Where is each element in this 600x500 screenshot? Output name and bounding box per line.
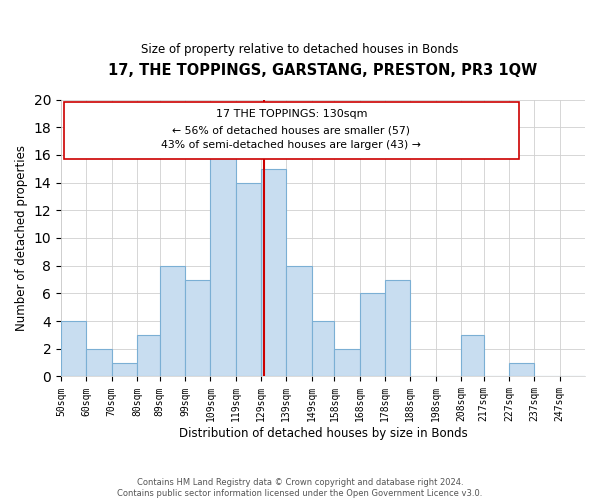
Text: ← 56% of detached houses are smaller (57): ← 56% of detached houses are smaller (57…	[172, 125, 410, 135]
Bar	[385, 280, 410, 376]
Title: 17, THE TOPPINGS, GARSTANG, PRESTON, PR3 1QW: 17, THE TOPPINGS, GARSTANG, PRESTON, PR3…	[109, 62, 538, 78]
Text: 17 THE TOPPINGS: 130sqm: 17 THE TOPPINGS: 130sqm	[215, 108, 367, 118]
Bar	[286, 266, 311, 376]
Text: Contains HM Land Registry data © Crown copyright and database right 2024.
Contai: Contains HM Land Registry data © Crown c…	[118, 478, 482, 498]
X-axis label: Distribution of detached houses by size in Bonds: Distribution of detached houses by size …	[179, 427, 467, 440]
FancyBboxPatch shape	[64, 102, 519, 159]
Bar	[261, 168, 286, 376]
Bar	[360, 294, 385, 376]
Bar	[112, 362, 137, 376]
Text: 43% of semi-detached houses are larger (43) →: 43% of semi-detached houses are larger (…	[161, 140, 421, 150]
Bar	[137, 335, 160, 376]
Y-axis label: Number of detached properties: Number of detached properties	[15, 145, 28, 331]
Bar	[86, 349, 112, 376]
Bar	[160, 266, 185, 376]
Text: Size of property relative to detached houses in Bonds: Size of property relative to detached ho…	[141, 42, 459, 56]
Bar	[509, 362, 535, 376]
Bar	[61, 321, 86, 376]
Bar	[311, 321, 334, 376]
Bar	[185, 280, 211, 376]
Bar	[334, 349, 360, 376]
Bar	[461, 335, 484, 376]
Bar	[236, 182, 261, 376]
Bar	[211, 141, 236, 376]
